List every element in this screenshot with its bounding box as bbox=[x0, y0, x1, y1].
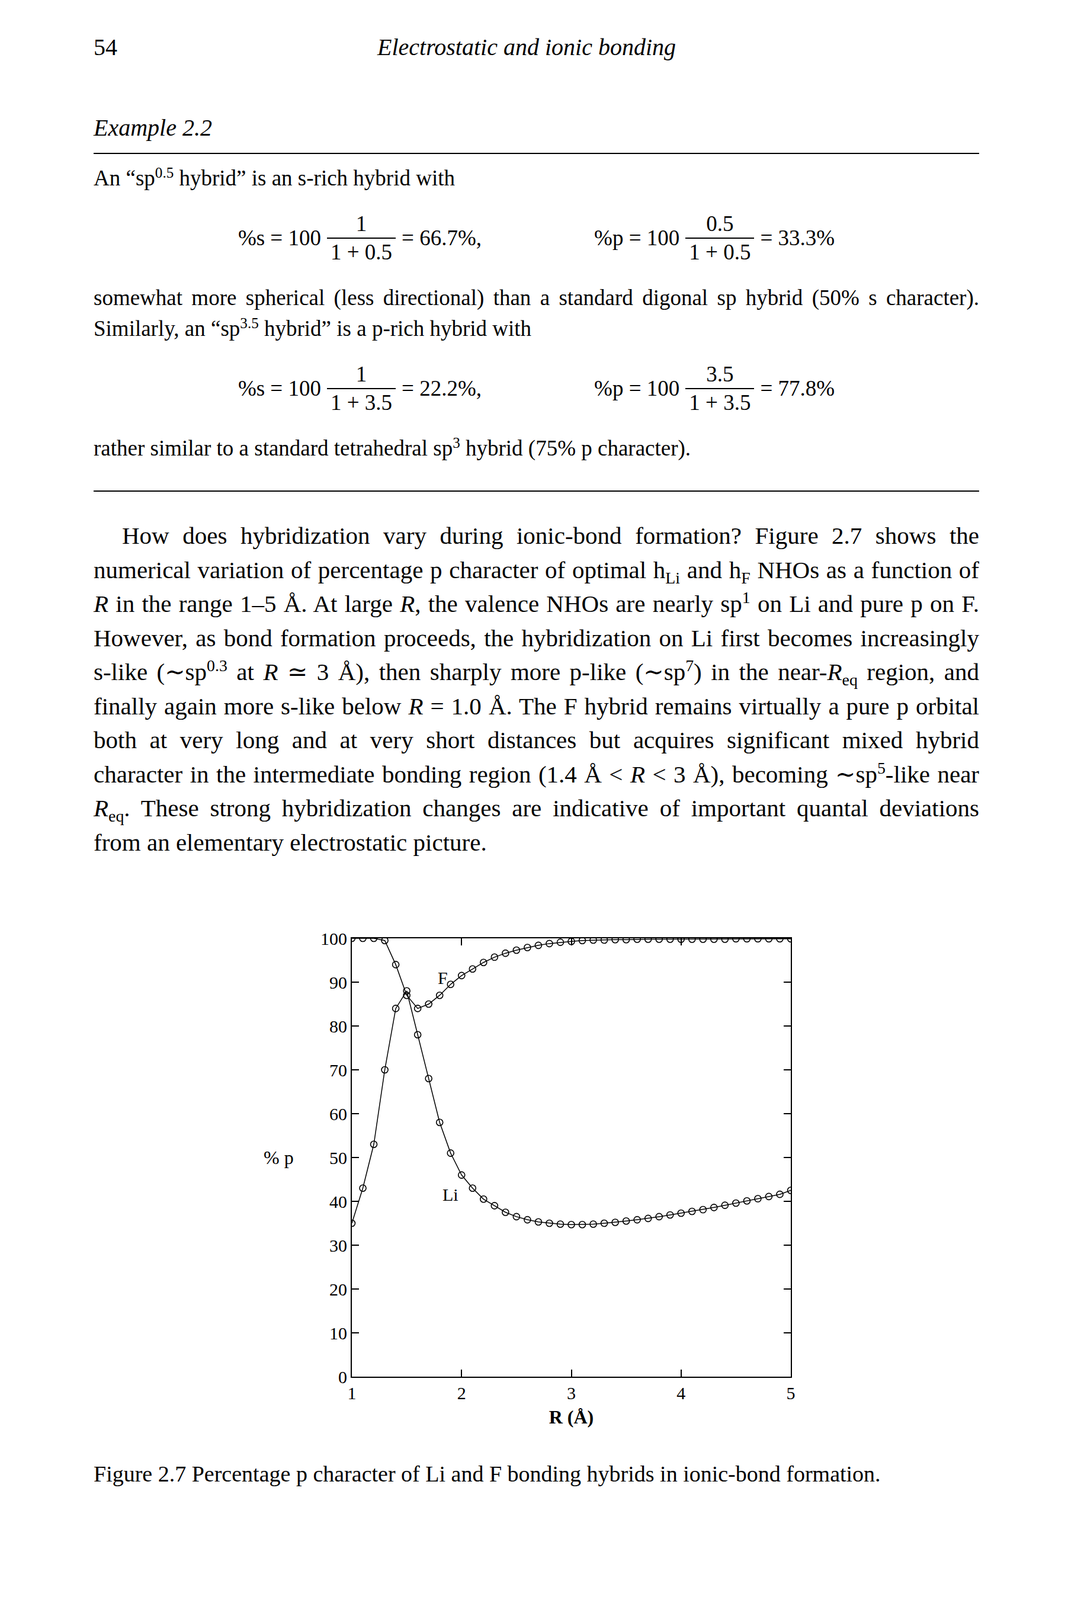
html-text:1 + 0.5: 1 + 0.5 bbox=[330, 239, 393, 265]
svg-text:90: 90 bbox=[329, 972, 348, 993]
html-text:= 77.8%: = 77.8% bbox=[760, 376, 835, 401]
svg-text:60: 60 bbox=[329, 1104, 348, 1124]
svg-text:20: 20 bbox=[329, 1279, 348, 1300]
svg-text:0: 0 bbox=[338, 1367, 348, 1387]
html-text:1: 1 bbox=[355, 211, 367, 236]
svg-text:10: 10 bbox=[329, 1323, 348, 1343]
svg-text:100: 100 bbox=[320, 928, 348, 949]
svg-text:70: 70 bbox=[329, 1060, 348, 1080]
html-text:R in the range 1–5 Å. At large: R in the range 1–5 Å. At large R, the va… bbox=[93, 588, 980, 788]
html-text:3.5: 3.5 bbox=[706, 361, 734, 387]
html-text:Example 2.2: Example 2.2 bbox=[93, 114, 213, 141]
html-text:somewhat more spherical (less: somewhat more spherical (less directiona… bbox=[93, 285, 980, 341]
svg-text:% p: % p bbox=[263, 1146, 294, 1169]
svg-text:5: 5 bbox=[786, 1383, 796, 1403]
html-text:Electrostatic and ionic bondin: Electrostatic and ionic bonding bbox=[377, 33, 676, 61]
html-text:%s = 100: %s = 100 bbox=[238, 376, 322, 401]
html-text:0.5: 0.5 bbox=[706, 211, 734, 236]
svg-text:F: F bbox=[437, 967, 448, 988]
html-text:1 + 3.5: 1 + 3.5 bbox=[689, 390, 751, 415]
svg-text:2: 2 bbox=[457, 1383, 467, 1403]
html-text:1 + 3.5: 1 + 3.5 bbox=[330, 390, 393, 415]
svg-text:80: 80 bbox=[329, 1016, 348, 1037]
html-text:= 33.3%: = 33.3% bbox=[760, 225, 835, 250]
html-text:%p = 100: %p = 100 bbox=[594, 376, 680, 401]
svg-text:40: 40 bbox=[329, 1191, 348, 1212]
html-text:%s = 100: %s = 100 bbox=[238, 225, 322, 250]
html-text:Figure 2.7 Percentage p charac: Figure 2.7 Percentage p character of Li … bbox=[93, 1461, 881, 1487]
svg-text:Li: Li bbox=[442, 1184, 459, 1205]
html-text:= 66.7%,: = 66.7%, bbox=[401, 225, 482, 250]
html-text:54: 54 bbox=[93, 33, 118, 61]
svg-text:1: 1 bbox=[347, 1383, 357, 1403]
html-text:1 + 0.5: 1 + 0.5 bbox=[689, 239, 751, 265]
html-text:1: 1 bbox=[355, 361, 367, 387]
html-text:%p = 100: %p = 100 bbox=[594, 225, 680, 250]
svg-text:30: 30 bbox=[329, 1235, 348, 1256]
html-text:An “sp0.5hybrid” is an s-rich: An “sp0.5hybrid” is an s-rich hybrid wit… bbox=[93, 164, 455, 191]
svg-text:50: 50 bbox=[329, 1147, 348, 1168]
svg-text:R (Å): R (Å) bbox=[549, 1406, 595, 1428]
html-text:Req. These strong hybridizatio: Req. These strong hybridization changes … bbox=[93, 794, 980, 856]
html-text:rather similar to a standard t: rather similar to a standard tetrahedral… bbox=[93, 434, 691, 461]
html-text:= 22.2%,: = 22.2%, bbox=[401, 376, 482, 401]
svg-text:4: 4 bbox=[676, 1383, 686, 1403]
svg-text:3: 3 bbox=[566, 1383, 576, 1403]
html-text:How does hybridization vary du: How does hybridization vary during ionic… bbox=[93, 521, 980, 587]
